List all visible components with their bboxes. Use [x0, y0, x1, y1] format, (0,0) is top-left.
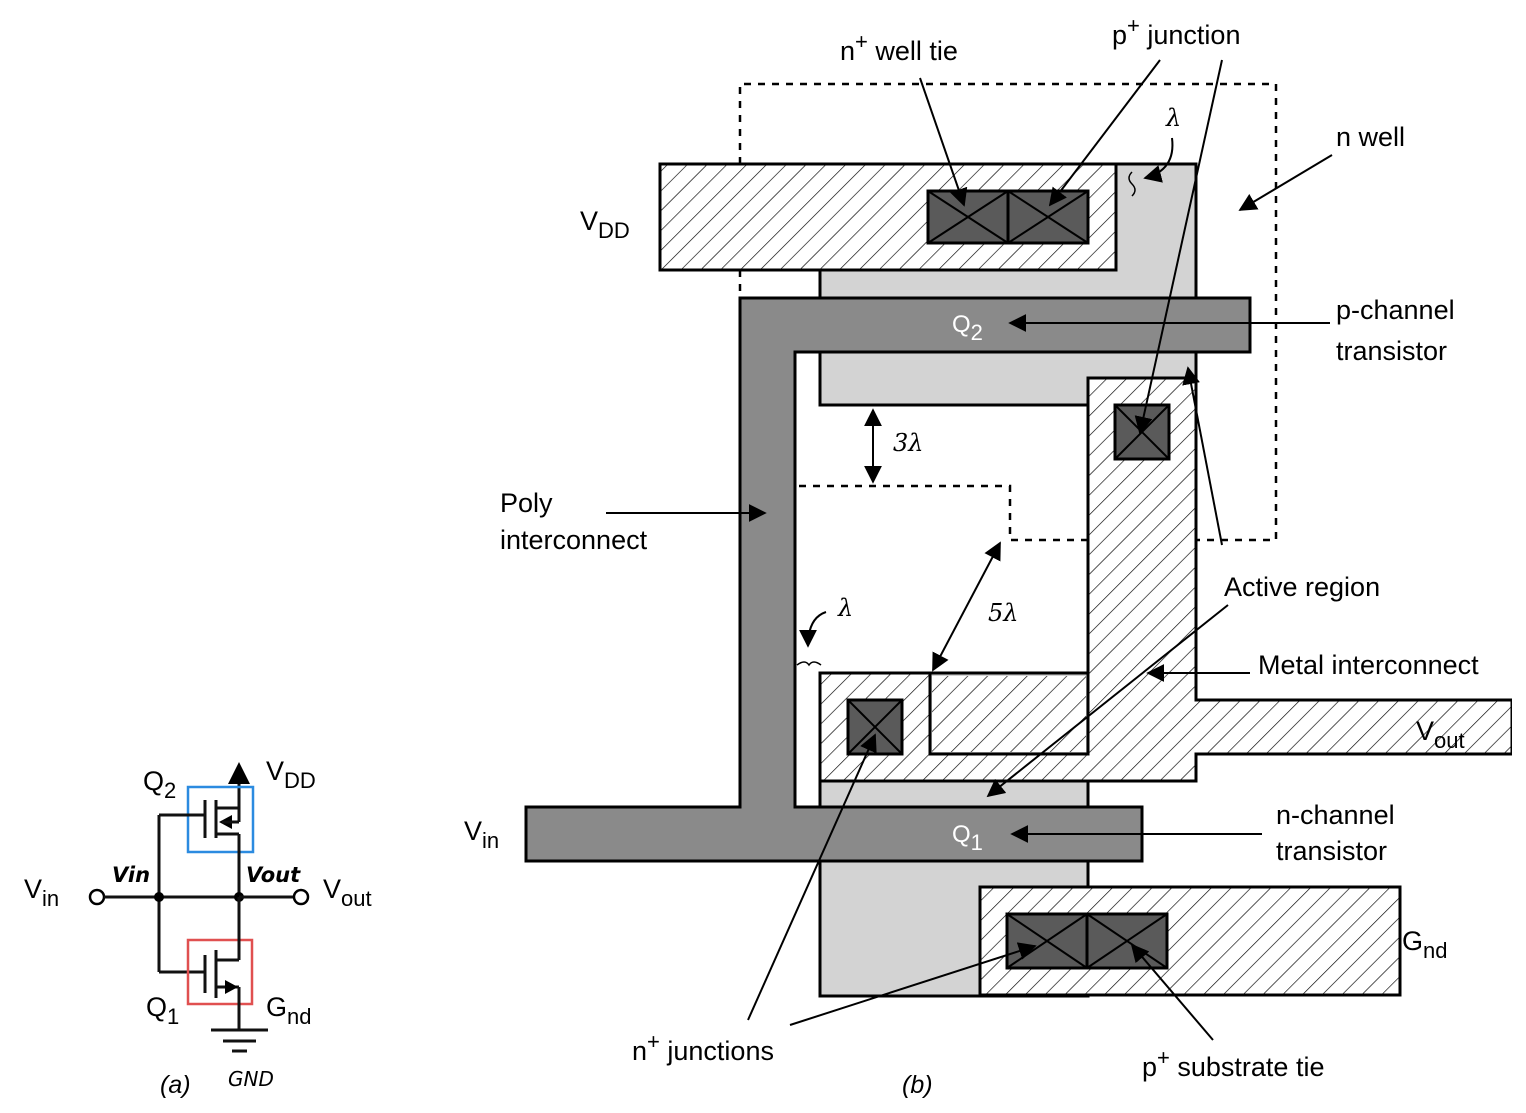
- label-vin: Vin: [464, 816, 499, 853]
- schematic-hand-vin: Vin: [112, 863, 150, 887]
- label-n-channel-line1: n-channel: [1276, 800, 1395, 830]
- label-p-junction: p+ junction: [1112, 13, 1240, 50]
- vout-terminal: [292, 888, 310, 906]
- label-metal-interconnect: Metal interconnect: [1258, 650, 1479, 680]
- schematic-vout-label: Vout: [323, 874, 372, 911]
- label-vdd: VDD: [580, 206, 630, 243]
- label-poly-line2: interconnect: [500, 525, 648, 555]
- label-p-channel-line1: p-channel: [1336, 295, 1455, 325]
- label-poly-line1: Poly: [500, 488, 553, 518]
- schematic-hand-gnd: GND: [228, 1067, 274, 1091]
- n-well-tie-contact: [926, 189, 1010, 245]
- label-5-lambda: 5λ: [988, 599, 1018, 627]
- q2-pmos-box: [186, 785, 255, 854]
- p-junction-contact-drain: [1113, 403, 1171, 461]
- p-substrate-tie-contact: [1085, 912, 1169, 970]
- label-n-junctions: n+ junctions: [632, 1029, 774, 1066]
- schematic: Q2 VDD Vin Vout Vin Vout Q1 Gnd GND (a): [24, 756, 372, 1099]
- label-vout: Vout: [1416, 716, 1465, 753]
- label-active-region: Active region: [1224, 572, 1380, 602]
- q1-nmos-box: [186, 938, 254, 1006]
- schematic-vin-label: Vin: [24, 874, 59, 911]
- output-metal: [818, 376, 1512, 783]
- caption-b: (b): [902, 1071, 933, 1099]
- nmos-arrow-icon: [225, 980, 238, 994]
- label-n-channel-line2: transistor: [1276, 836, 1387, 866]
- schematic-vdd-label: VDD: [266, 756, 316, 793]
- vin-terminal: [88, 888, 106, 906]
- label-p-substrate-tie: p+ substrate tie: [1142, 1045, 1324, 1082]
- label-lambda-bottom: λ: [837, 594, 853, 622]
- n-junction-contact-drain: [846, 698, 904, 756]
- label-3-lambda: 3λ: [893, 429, 923, 457]
- poly-interconnect: [524, 296, 1252, 863]
- label-p-channel-line2: transistor: [1336, 336, 1447, 366]
- label-q1: Q1: [952, 821, 983, 855]
- schematic-q2-label: Q2: [143, 766, 176, 803]
- label-lambda-top: λ: [1165, 104, 1181, 132]
- caption-a: (a): [160, 1071, 191, 1099]
- label-n-well-tie: n+ well tie: [840, 29, 958, 66]
- vdd-arrow-icon: [228, 762, 250, 784]
- label-n-well: n well: [1336, 122, 1405, 152]
- p-junction-contact-top: [1006, 189, 1090, 245]
- label-q2: Q2: [952, 311, 983, 345]
- n-well-outline: [738, 82, 1278, 542]
- label-gnd: Gnd: [1402, 926, 1448, 963]
- n-junction-contact-source: [1005, 912, 1089, 970]
- schematic-hand-vout: Vout: [246, 863, 301, 887]
- schematic-q1-label: Q1: [146, 992, 179, 1029]
- schematic-gnd-label: Gnd: [266, 992, 312, 1029]
- layout: n+ well tie p+ junction λ n well VDD Q2 …: [464, 13, 1512, 1099]
